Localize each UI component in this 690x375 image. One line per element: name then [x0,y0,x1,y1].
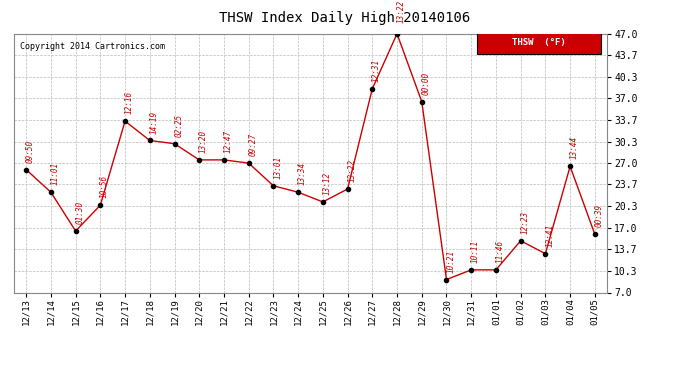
Text: 13:22: 13:22 [397,0,406,22]
Text: 13:01: 13:01 [273,156,282,179]
Text: 11:46: 11:46 [495,240,504,263]
Text: 12:47: 12:47 [224,130,233,153]
Text: 13:34: 13:34 [298,162,307,185]
Text: 00:00: 00:00 [422,72,431,95]
Text: 13:20: 13:20 [199,130,208,153]
Text: 12:16: 12:16 [125,91,134,114]
Text: 02:25: 02:25 [174,114,183,137]
Text: 12:31: 12:31 [372,58,381,82]
Text: THSW  (°F): THSW (°F) [512,38,566,47]
Text: 10:21: 10:21 [446,249,455,273]
Text: 13:22: 13:22 [347,159,356,182]
Text: 09:50: 09:50 [26,140,34,163]
Text: THSW Index Daily High 20140106: THSW Index Daily High 20140106 [219,11,471,25]
Text: 11:01: 11:01 [50,162,59,185]
Text: 12:23: 12:23 [520,211,529,234]
Text: 10:11: 10:11 [471,240,480,263]
FancyBboxPatch shape [477,31,601,54]
Text: 09:27: 09:27 [248,133,257,156]
Text: 00:39: 00:39 [595,204,604,227]
Text: 13:44: 13:44 [570,136,579,159]
Text: 13:12: 13:12 [322,172,331,195]
Text: Copyright 2014 Cartronics.com: Copyright 2014 Cartronics.com [20,42,165,51]
Text: 14:19: 14:19 [150,110,159,134]
Text: 10:56: 10:56 [100,175,109,198]
Text: 12:41: 12:41 [545,224,554,247]
Text: 01:30: 01:30 [75,201,84,224]
